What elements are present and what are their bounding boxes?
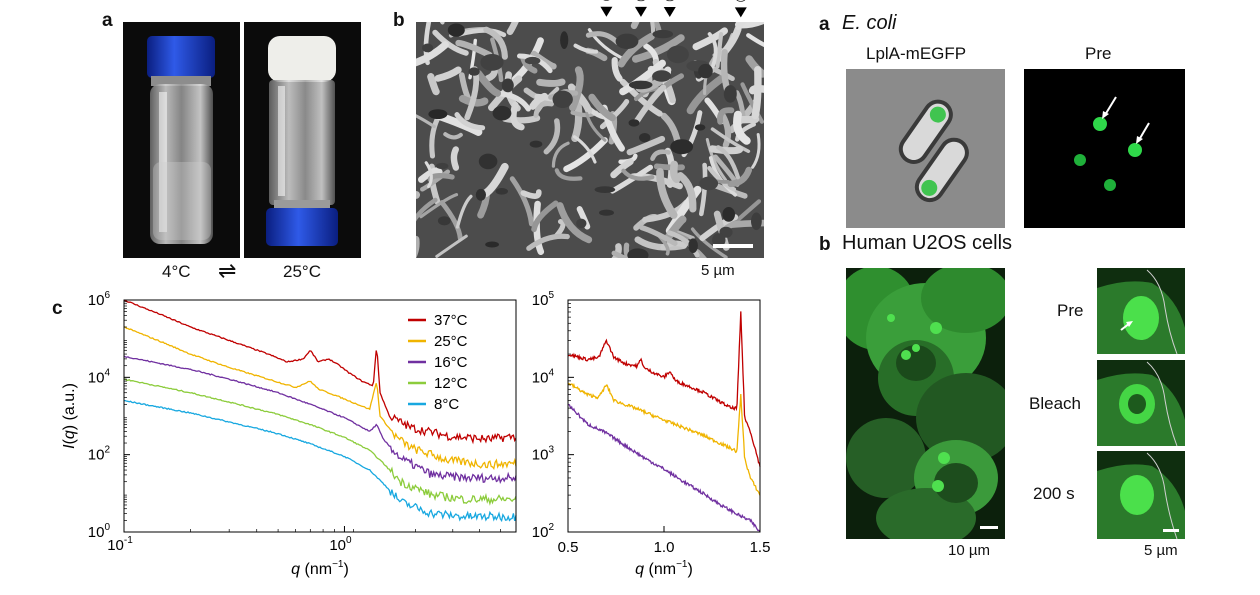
panel-b-letter: b <box>393 10 405 31</box>
zoom-series-line-2 <box>567 403 761 532</box>
peak-label-2: ② <box>633 0 649 5</box>
right-panel-b-letter: b <box>819 234 831 255</box>
pre-label-ecoli: Pre <box>1085 44 1112 63</box>
zoom-y-tick-label: 102 <box>532 522 555 541</box>
u2os-scale-bar <box>980 526 998 529</box>
chart1-x-axis-label: q (nm−1) <box>291 559 349 578</box>
legend-label-3: 12°C <box>434 375 468 392</box>
legend-label-1: 25°C <box>434 333 468 350</box>
series-line-3 <box>123 378 517 506</box>
zoom-x-tick-label: 1.5 <box>750 539 771 556</box>
ecoli-fluorescence-image <box>1024 69 1185 228</box>
series-line-2 <box>123 355 517 485</box>
peak-label-3: ③ <box>662 0 678 5</box>
frap-label-200s: 200 s <box>1033 484 1075 503</box>
temperature-4c-label: 4°C <box>162 262 191 281</box>
series-line-1 <box>123 326 517 470</box>
x-tick-label: 10-1 <box>107 535 133 554</box>
sem-scale-bar <box>713 244 753 248</box>
peak-marker-1 <box>600 6 613 17</box>
y-tick-label: 106 <box>88 290 111 309</box>
chart2-frame <box>567 299 761 533</box>
u2os-title: Human U2OS cells <box>842 232 1013 254</box>
sem-scale-bar-label: 5 µm <box>701 262 735 279</box>
frap-label-pre: Pre <box>1057 301 1084 320</box>
series-line-0 <box>123 299 517 445</box>
panel-a-letter: a <box>102 10 113 31</box>
sem-micrograph <box>416 22 764 258</box>
y-tick-label: 102 <box>88 445 111 464</box>
frap-image-bleach <box>1097 360 1185 446</box>
panel-c-letter: c <box>52 298 63 319</box>
zoom-x-tick-label: 0.5 <box>558 539 579 556</box>
chart1-y-axis-label: I(q) (a.u.) <box>61 383 78 449</box>
ecoli-brightfield-image <box>846 69 1005 228</box>
y-tick-label: 104 <box>88 367 111 386</box>
right-panel-a-letter: a <box>819 14 830 35</box>
legend-label-0: 37°C <box>434 312 468 329</box>
legend-label-4: 8°C <box>434 396 459 413</box>
peak-marker-4 <box>734 7 747 18</box>
peak-label-4: ④ <box>733 0 749 5</box>
equilibrium-arrows-icon: ⇌ <box>218 258 237 283</box>
peak-marker-3 <box>663 7 676 18</box>
chart1-frame <box>123 299 517 533</box>
frap-scale-bar <box>1163 529 1179 532</box>
series-line-4 <box>124 399 517 523</box>
x-tick-label: 100 <box>329 535 352 554</box>
lpla-label: LplA-mEGFP <box>866 44 967 63</box>
peak-label-1: ① <box>598 0 614 5</box>
frap-image-200s <box>1097 451 1185 539</box>
peak-marker-2 <box>634 6 647 17</box>
legend-label-2: 16°C <box>434 354 468 371</box>
u2os-scale-label: 10 µm <box>948 542 990 559</box>
ecoli-title: E. coli <box>842 12 897 34</box>
zoom-y-tick-label: 105 <box>532 290 555 309</box>
frap-scale-label: 5 µm <box>1144 542 1178 559</box>
u2os-cells-image <box>846 268 1005 539</box>
frap-image-pre <box>1097 268 1185 354</box>
chart2-x-axis-label: q (nm−1) <box>635 559 693 578</box>
zoom-series-line-0 <box>567 311 761 467</box>
zoom-y-tick-label: 103 <box>532 445 555 464</box>
zoom-y-tick-label: 104 <box>532 367 555 386</box>
frap-label-bleach: Bleach <box>1029 394 1081 413</box>
vial-photo-4c <box>123 22 240 258</box>
zoom-x-tick-label: 1.0 <box>654 539 675 556</box>
vial-photo-25c <box>244 22 361 258</box>
temperature-25c-label: 25°C <box>283 262 321 281</box>
zoom-series-line-1 <box>567 382 761 496</box>
